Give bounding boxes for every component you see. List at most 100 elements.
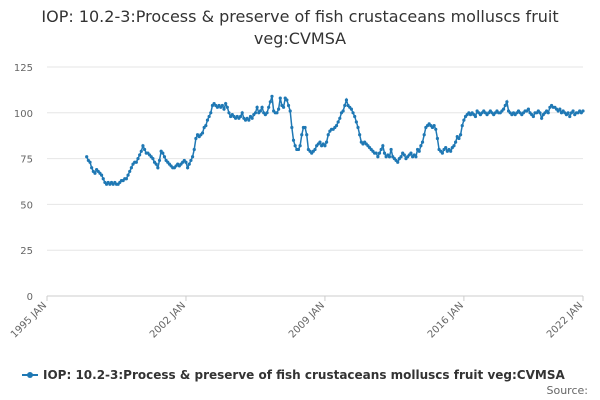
data-point <box>387 155 392 159</box>
data-point <box>227 111 231 115</box>
data-point <box>462 118 466 122</box>
data-point <box>376 155 380 159</box>
data-point <box>238 114 243 119</box>
data-point <box>374 151 378 155</box>
data-point <box>85 155 89 159</box>
data-point <box>440 151 444 155</box>
data-point <box>303 125 307 130</box>
data-point <box>250 116 254 120</box>
data-point <box>278 96 282 100</box>
data-point <box>505 100 509 104</box>
x-tick-label: 2002 JAN <box>148 300 188 340</box>
data-point <box>531 114 535 119</box>
data-point <box>286 103 291 108</box>
data-point <box>338 116 342 120</box>
data-point <box>452 144 456 148</box>
data-point <box>334 124 339 128</box>
data-point <box>296 147 301 152</box>
data-point <box>265 111 269 115</box>
data-point <box>420 140 425 144</box>
data-point <box>422 133 426 137</box>
y-tick-label: 0 <box>27 292 33 303</box>
data-point <box>141 144 145 148</box>
x-tick-label: 2009 JAN <box>287 300 327 340</box>
data-point <box>138 153 142 157</box>
data-point <box>356 125 360 130</box>
data-point <box>258 109 263 113</box>
data-point <box>162 155 167 159</box>
data-point <box>154 162 158 166</box>
data-point <box>344 98 349 102</box>
data-point <box>156 166 160 170</box>
data-point <box>341 109 345 113</box>
data-point <box>354 120 358 124</box>
data-point <box>434 127 438 131</box>
data-point <box>275 111 279 115</box>
data-point <box>129 166 133 170</box>
data-point <box>336 120 340 124</box>
data-point <box>349 107 353 111</box>
data-point <box>290 125 294 130</box>
data-point <box>204 124 208 128</box>
data-point <box>458 133 463 137</box>
data-point <box>414 155 418 159</box>
data-point <box>409 151 413 155</box>
x-tick-label: 2022 JAN <box>545 300 585 340</box>
y-tick-label: 75 <box>20 155 33 166</box>
data-point <box>432 124 436 128</box>
data-point <box>318 140 322 144</box>
data-point <box>225 105 229 109</box>
data-point <box>157 158 162 163</box>
data-point <box>190 155 195 159</box>
data-point <box>184 160 188 164</box>
data-point <box>187 162 191 166</box>
data-point <box>343 103 347 108</box>
data-point <box>568 114 572 119</box>
chart-title: IOP: 10.2-3:Process & preserve of fish c… <box>41 7 559 48</box>
data-point <box>396 160 400 164</box>
data-point <box>417 149 421 153</box>
data-point <box>260 105 264 109</box>
data-point <box>128 169 132 174</box>
data-point <box>267 105 271 109</box>
data-point <box>326 133 330 137</box>
data-point <box>402 153 406 157</box>
data-point <box>136 157 140 161</box>
data-point <box>207 114 211 119</box>
data-point <box>581 109 585 113</box>
data-point <box>571 109 575 113</box>
data-point <box>253 111 258 115</box>
data-point <box>240 111 244 115</box>
data-point <box>546 111 550 115</box>
y-tick-label: 100 <box>14 109 33 120</box>
data-point <box>558 107 562 111</box>
data-point <box>298 144 302 148</box>
data-point <box>124 177 129 181</box>
data-point <box>205 118 210 122</box>
data-point <box>220 103 224 108</box>
legend-label: IOP: 10.2-3:Process & preserve of fish c… <box>43 368 565 382</box>
data-point <box>88 160 92 164</box>
data-point <box>293 144 297 148</box>
data-point <box>353 114 357 119</box>
data-point <box>399 155 403 159</box>
data-point <box>134 160 138 164</box>
data-point <box>192 147 196 152</box>
data-point <box>313 147 317 152</box>
data-point <box>224 102 228 106</box>
data-point <box>291 138 296 142</box>
data-point <box>268 100 272 104</box>
x-tick-label: 1995 JAN <box>9 300 49 340</box>
data-point <box>457 136 461 141</box>
data-point <box>189 158 193 163</box>
data-point <box>358 133 362 137</box>
data-point <box>435 136 440 141</box>
data-point <box>382 151 387 155</box>
data-point <box>126 173 130 177</box>
data-point <box>538 111 542 115</box>
data-point <box>200 131 205 135</box>
y-tick-label: 50 <box>20 200 33 211</box>
data-point <box>222 107 226 111</box>
data-point <box>277 107 281 111</box>
